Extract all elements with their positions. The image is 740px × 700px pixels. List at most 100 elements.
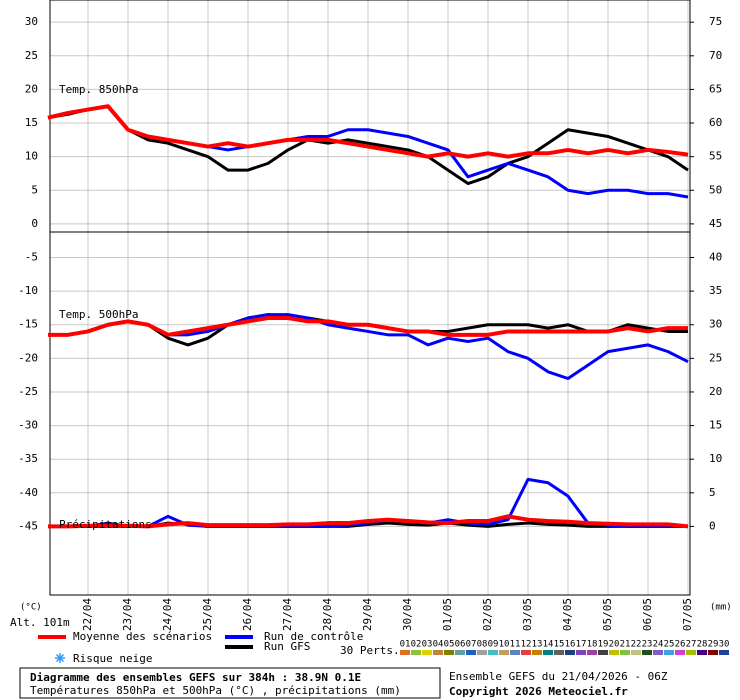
y2-tick-label: 30 [709,318,722,331]
perturbation-swatch [510,650,520,655]
perturbation-swatch [697,650,707,655]
perturbation-label: 16 [565,640,576,650]
y2-tick-label: 60 [709,116,722,129]
perturbation-swatch [587,650,597,655]
perturbation-label: 21 [620,640,631,650]
perturbation-label: 23 [642,640,653,650]
perturbation-swatch [620,650,630,655]
y-tick-label: -10 [18,284,38,297]
perturbation-swatch [433,650,443,655]
perturbation-label: 24 [653,640,664,650]
perturbation-label: 15 [554,640,565,650]
perturbation-label: 01 [400,640,411,650]
x-tick-label: 25/04 [201,598,214,631]
perturbation-swatch [543,650,553,655]
perturbation-swatch [477,650,487,655]
perturbation-swatch [609,650,619,655]
perturbation-swatch [411,650,421,655]
y-tick-label: -35 [18,452,38,465]
y-unit: (°C) [20,603,42,613]
footer-copyright: Copyright 2026 Meteociel.fr [449,685,628,698]
legend-label: Run de contrôle [264,630,363,643]
perturbation-label: 17 [576,640,587,650]
perturbation-swatch [719,650,729,655]
x-tick-label: 26/04 [241,598,254,631]
x-tick-label: 28/04 [321,598,334,631]
x-tick-label: 06/05 [641,598,654,631]
y2-tick-label: 15 [709,419,722,432]
series-line [48,316,688,337]
y2-tick-label: 35 [709,284,722,297]
x-tick-label: 22/04 [81,598,94,631]
perturbation-swatch [576,650,586,655]
y-tick-label: 0 [31,217,38,230]
perturbation-label: 08 [477,640,488,650]
y-tick-label: 30 [25,15,38,28]
y2-tick-label: 40 [709,250,722,263]
x-tick-label: 05/05 [601,598,614,631]
y2-unit: (mm) [710,603,732,613]
y-tick-label: -15 [18,318,38,331]
panel-title: Précipitations [59,518,152,531]
panel-title: Temp. 850hPa [59,83,138,96]
x-tick-label: 27/04 [281,598,294,631]
perturbation-label: 10 [499,640,510,650]
perturbation-label: 12 [521,640,532,650]
perturbation-swatch [565,650,575,655]
perturbation-label: 02 [411,640,422,650]
perturbation-swatch [532,650,542,655]
legend-label: Moyenne des scénarios [73,630,212,643]
perturbation-label: 22 [631,640,642,650]
perturbation-label: 09 [488,640,499,650]
perturbation-swatch [598,650,608,655]
perturbation-label: 11 [510,640,521,650]
perturbation-swatch [422,650,432,655]
y2-tick-label: 55 [709,150,722,163]
perturbation-swatch [521,650,531,655]
x-tick-label: 29/04 [361,598,374,631]
series-line [48,477,688,528]
perturbation-swatch [466,650,476,655]
perturbation-label: 26 [675,640,686,650]
y-tick-label: 25 [25,49,38,62]
perturbation-swatch [708,650,718,655]
footer-subtitle: Températures 850hPa et 500hPa (°C) , pré… [30,684,401,697]
perturbation-swatch [675,650,685,655]
y-tick-label: -40 [18,486,38,499]
y2-tick-label: 65 [709,82,722,95]
perturbations-legend: 01 02 03 04 05 06 07 08 09 10 11 12 13 14 15 16 17 18 19 20… [400,640,729,655]
snow-icon [55,653,65,663]
y-tick-label: -5 [25,250,38,263]
y-tick-label: -20 [18,351,38,364]
y-tick-label: -45 [18,519,38,532]
footer-title: Diagramme des ensembles GEFS sur 384h : … [30,671,361,684]
y-tick-label: 10 [25,150,38,163]
y-tick-label: 20 [25,82,38,95]
perturbation-label: 04 [433,640,444,650]
panel-title: Temp. 500hPa [59,308,138,321]
x-tick-label: 24/04 [161,598,174,631]
x-tick-label: 07/05 [681,598,694,631]
lines [47,104,689,529]
footer-run: Ensemble GEFS du 21/04/2026 - 06Z [449,670,668,683]
perturbation-label: 07 [466,640,477,650]
y2-tick-label: 20 [709,385,722,398]
y-tick-label: -30 [18,419,38,432]
x-tick-label: 02/05 [481,598,494,631]
perturbation-swatch [686,650,696,655]
y-tick-label: 5 [31,183,38,196]
perturbation-swatch [400,650,410,655]
y-tick-label: -25 [18,385,38,398]
perturbation-swatch [499,650,509,655]
x-tick-label: 03/05 [521,598,534,631]
perturbation-swatch [554,650,564,655]
altitude: Alt. 101m [10,616,70,629]
perturbation-label: 13 [532,640,543,650]
perturbation-label: 20 [609,640,620,650]
perturbation-swatch [664,650,674,655]
perturbation-label: 19 [598,640,609,650]
perturbation-label: 25 [664,640,675,650]
x-tick-label: 01/05 [441,598,454,631]
footer-box [19,667,441,699]
y2-tick-label: 45 [709,217,722,230]
